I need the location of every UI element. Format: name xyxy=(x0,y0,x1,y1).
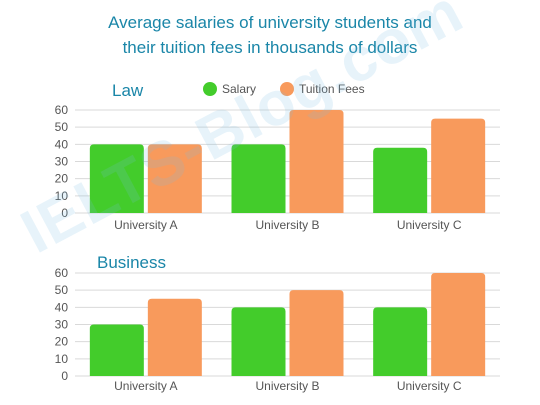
y-tick-label-0-0: 0 xyxy=(61,206,68,220)
y-tick-label-0-6: 60 xyxy=(55,103,69,117)
title-line-2: their tuition fees in thousands of dolla… xyxy=(122,38,418,57)
x-tick-label-1-2: University C xyxy=(397,379,462,393)
panel-title-1: Business xyxy=(97,253,166,272)
bar-1-1-0 xyxy=(231,307,286,376)
y-tick-label-0-2: 20 xyxy=(55,172,69,186)
title-line-1: Average salaries of university students … xyxy=(108,13,432,32)
bar-1-2-1 xyxy=(431,273,486,376)
y-tick-label-1-0: 0 xyxy=(61,369,68,383)
x-tick-label-1-0: University A xyxy=(114,379,177,393)
y-tick-label-1-2: 20 xyxy=(55,335,69,349)
y-tick-label-0-5: 50 xyxy=(55,120,69,134)
legend-marker-0 xyxy=(203,82,217,96)
x-tick-label-0-2: University C xyxy=(397,218,462,232)
legend-label-1: Tuition Fees xyxy=(299,82,365,96)
x-tick-label-0-1: University B xyxy=(255,218,319,232)
y-tick-label-1-3: 30 xyxy=(55,318,69,332)
bar-1-2-0 xyxy=(373,307,428,376)
bar-0-0-0 xyxy=(89,144,144,213)
y-tick-label-0-4: 40 xyxy=(55,137,69,151)
panel-title-0: Law xyxy=(112,81,144,100)
bar-1-0-0 xyxy=(89,324,144,376)
bar-0-1-0 xyxy=(231,144,286,213)
y-tick-label-1-1: 10 xyxy=(55,352,69,366)
y-tick-label-0-1: 10 xyxy=(55,189,69,203)
x-tick-label-1-1: University B xyxy=(255,379,319,393)
bar-1-1-1 xyxy=(289,290,344,376)
y-tick-label-0-3: 30 xyxy=(55,155,69,169)
y-tick-label-1-5: 50 xyxy=(55,283,69,297)
bar-0-2-0 xyxy=(373,147,428,213)
x-tick-label-0-0: University A xyxy=(114,218,177,232)
y-tick-label-1-4: 40 xyxy=(55,300,69,314)
legend-marker-1 xyxy=(280,82,294,96)
y-tick-label-1-6: 60 xyxy=(55,266,69,280)
legend-label-0: Salary xyxy=(222,82,256,96)
bar-0-2-1 xyxy=(431,118,486,213)
chart-title: Average salaries of university students … xyxy=(0,10,540,60)
bar-0-0-1 xyxy=(147,144,202,213)
bar-1-0-1 xyxy=(147,298,202,376)
bar-0-1-1 xyxy=(289,110,344,213)
